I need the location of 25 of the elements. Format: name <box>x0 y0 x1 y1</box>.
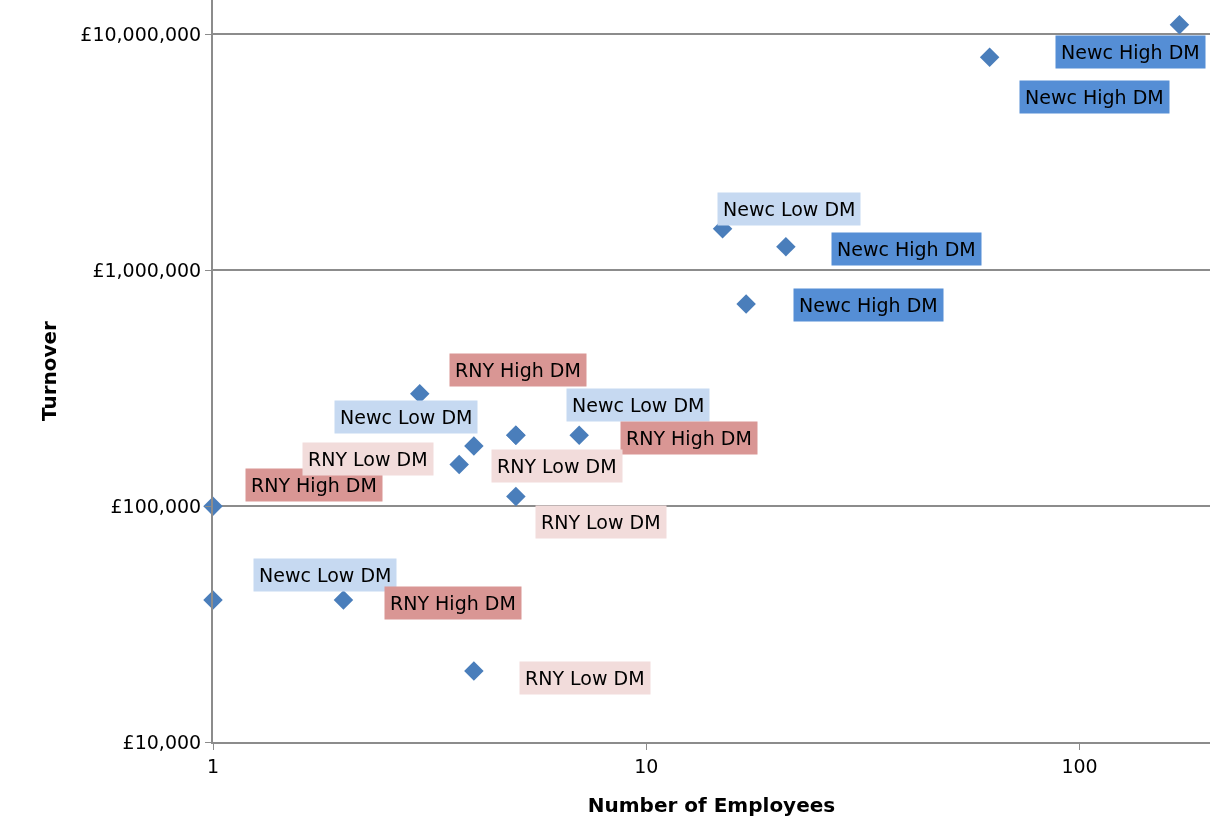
text: Newc Low DM <box>259 564 392 586</box>
x-tick-label: 100 <box>1061 754 1098 777</box>
y-tick-label: £10,000 <box>122 730 202 753</box>
x-tick-label: 10 <box>634 754 659 777</box>
text: Newc High DM <box>837 238 976 260</box>
text: Newc High DM <box>799 294 938 316</box>
series-label: Newc High DM <box>1061 41 1200 63</box>
y-tick-label: £100,000 <box>110 494 202 517</box>
x-axis-title: Number of Employees <box>587 792 836 817</box>
text: RNY Low DM <box>525 667 645 689</box>
text: RNY Low DM <box>541 511 661 533</box>
y-axis-title: Turnover <box>37 320 62 421</box>
text: RNY High DM <box>626 427 752 449</box>
series-label: Newc Low DM <box>723 198 856 220</box>
text: Newc High DM <box>1025 86 1164 108</box>
text: RNY Low DM <box>308 448 428 470</box>
x-tick-label: 1 <box>206 754 220 777</box>
y-tick-label: £1,000,000 <box>92 258 202 281</box>
series-label: RNY Low DM <box>497 455 617 477</box>
y-tick-label: £10,000,000 <box>80 23 202 46</box>
text: Newc Low DM <box>340 406 473 428</box>
text: Newc Low DM <box>572 394 705 416</box>
text: RNY High DM <box>390 592 516 614</box>
series-label: RNY High DM <box>455 359 581 381</box>
text: RNY High DM <box>251 474 377 496</box>
